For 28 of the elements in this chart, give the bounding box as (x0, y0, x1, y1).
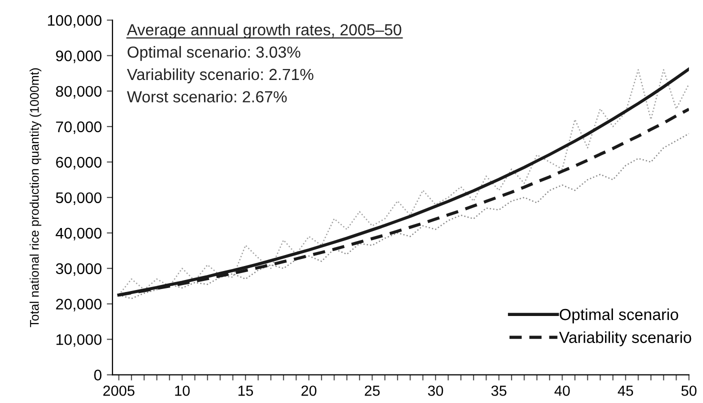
x-tick-label: 30 (428, 386, 444, 396)
y-tick-label: 90,000 (56, 50, 102, 64)
annotation: Variability scenario: 2.71% (126, 68, 314, 84)
y-tick-label: 80,000 (56, 86, 102, 99)
x-tick-label: 15 (238, 386, 254, 396)
x-tick-label: 45 (618, 386, 634, 396)
y-tick-label: 10,000 (56, 334, 102, 347)
x-tick-label: 2005 (103, 386, 134, 396)
legend-label: Variability scenario (559, 331, 692, 346)
y-tick-label: 40,000 (56, 228, 102, 240)
y-tick-label: 0 (94, 370, 102, 380)
x-tick-label: 25 (364, 386, 380, 396)
y-tick-label: 60,000 (56, 156, 102, 170)
y-tick-label: 30,000 (56, 263, 102, 276)
annotation: Optimal scenario: 3.03% (128, 46, 300, 61)
annotation: Worst scenario: 2.67% (126, 90, 287, 102)
y-tick-label: 20,000 (56, 298, 102, 312)
x-tick-label: 10 (175, 386, 190, 396)
legend-label: Optimal scenario (560, 308, 678, 324)
x-tick-label: 35 (491, 386, 506, 396)
y-tick-label: 100,000 (48, 15, 102, 28)
y-tick-label: 70,000 (56, 121, 102, 134)
x-tick-label: 50 (681, 386, 696, 396)
y-tick-label: 50,000 (56, 192, 102, 205)
x-tick-label: 20 (301, 386, 316, 396)
annotation: Average annual growth rates, 2005–50 (126, 24, 402, 39)
y-axis-title: Total national rice production quantity (1000mt) (30, 68, 42, 328)
x-tick-label: 40 (554, 386, 570, 396)
